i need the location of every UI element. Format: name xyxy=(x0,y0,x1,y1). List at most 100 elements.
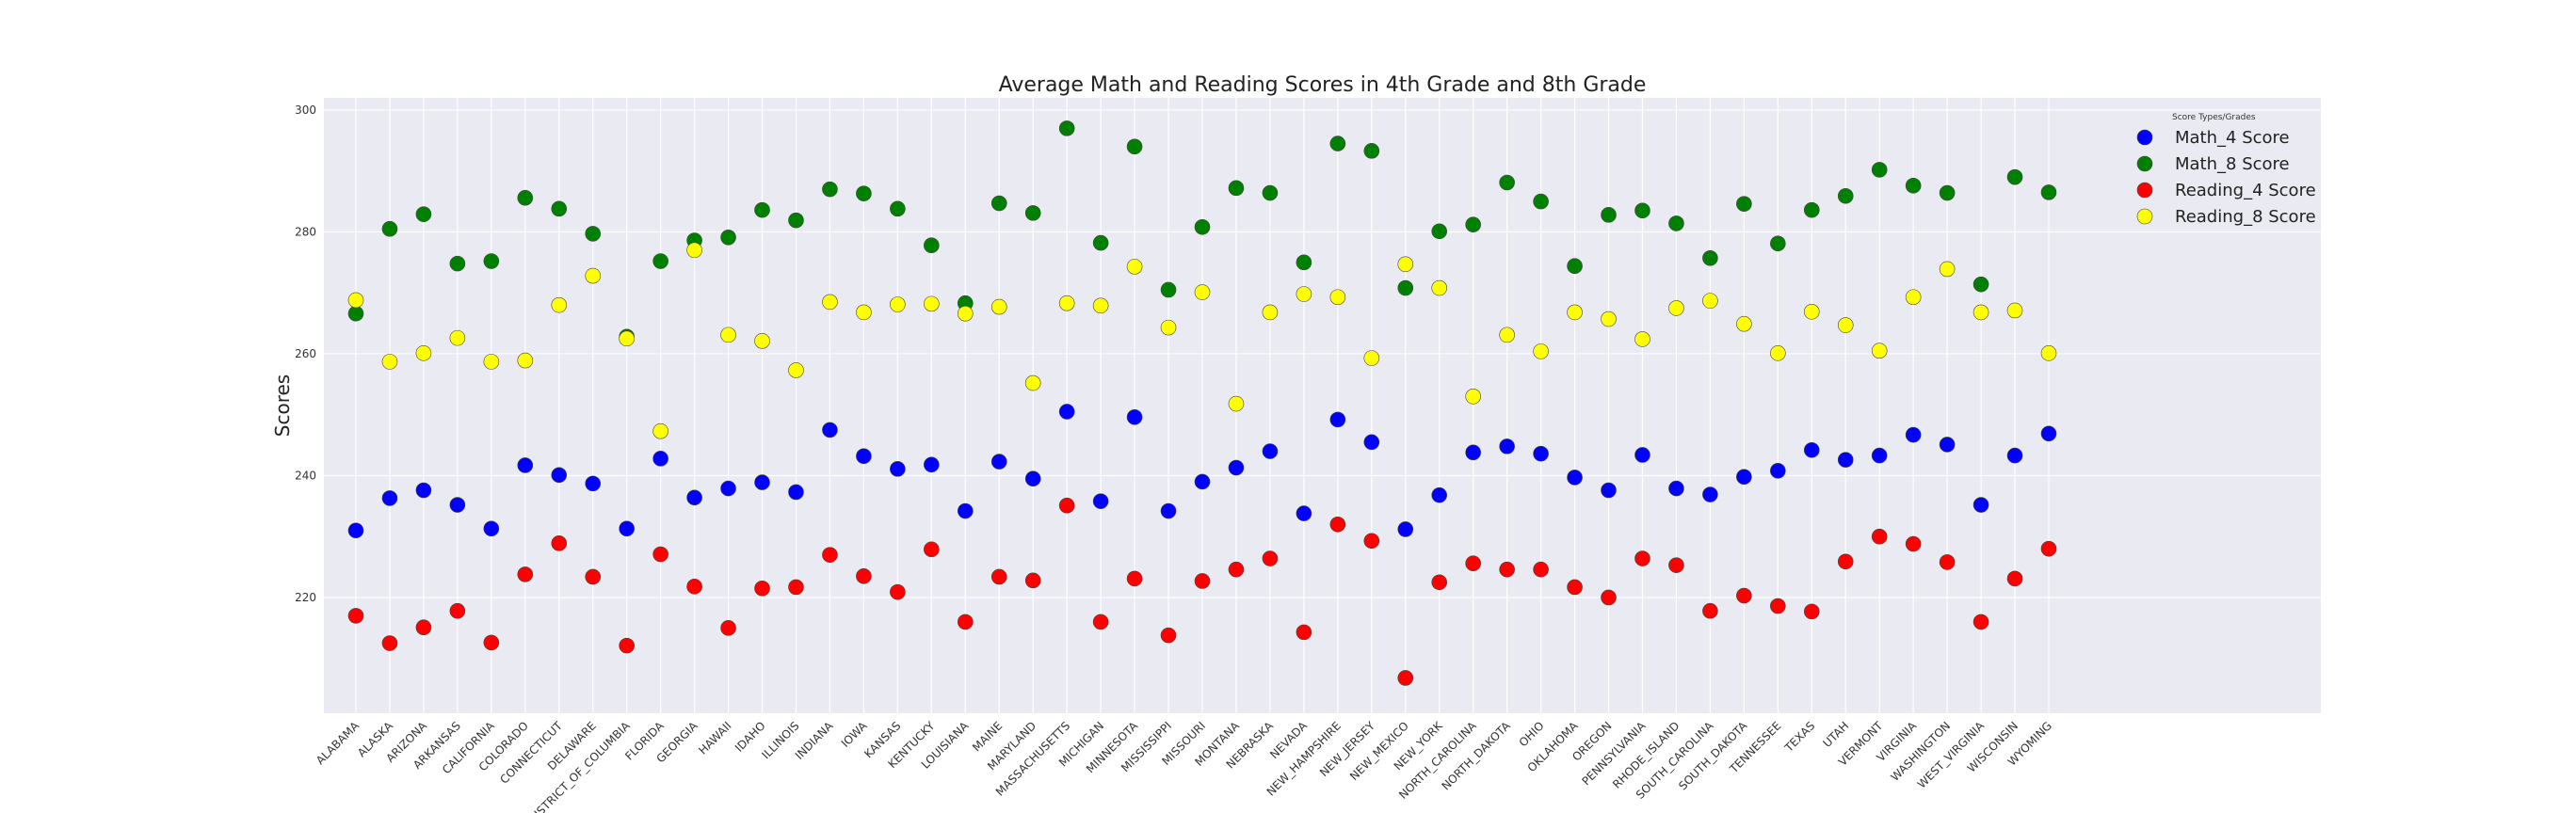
data-point xyxy=(1363,434,1380,451)
data-point xyxy=(1702,293,1718,309)
data-point xyxy=(2040,345,2057,361)
x-tick-label: INDIANA xyxy=(793,719,836,762)
data-point xyxy=(517,457,534,473)
data-point xyxy=(619,330,635,347)
data-point xyxy=(788,579,804,596)
data-point xyxy=(1601,311,1617,327)
series-1 xyxy=(347,404,2057,539)
data-point xyxy=(1431,279,1448,296)
y-tick-label: 220 xyxy=(295,591,316,604)
data-point xyxy=(1939,261,1956,278)
data-point xyxy=(1634,550,1650,566)
data-point xyxy=(1397,670,1414,686)
data-point xyxy=(720,327,736,343)
data-point xyxy=(1092,614,1109,630)
data-point xyxy=(754,474,770,490)
data-point xyxy=(1262,304,1279,321)
legend-marker xyxy=(2136,182,2153,199)
data-point xyxy=(1397,521,1414,537)
data-point xyxy=(1837,553,1854,570)
data-point xyxy=(1939,184,1956,201)
data-point xyxy=(652,253,668,269)
data-point xyxy=(1803,441,1820,458)
data-point xyxy=(1296,624,1312,641)
series-3 xyxy=(347,497,2057,686)
data-point xyxy=(1601,589,1617,606)
data-point xyxy=(2006,570,2023,587)
data-point xyxy=(1024,375,1041,391)
data-point xyxy=(1770,462,1786,479)
data-point xyxy=(1228,395,1245,412)
data-point xyxy=(1499,438,1515,454)
data-point xyxy=(822,547,838,563)
data-point xyxy=(1465,216,1481,232)
data-point xyxy=(1770,345,1786,361)
data-point xyxy=(788,362,804,378)
data-point xyxy=(1533,445,1549,462)
data-point xyxy=(1702,486,1718,502)
data-point xyxy=(1770,235,1786,252)
data-point xyxy=(1228,561,1245,578)
data-point xyxy=(652,451,668,467)
data-point xyxy=(1803,303,1820,320)
data-point xyxy=(1668,300,1684,316)
data-point xyxy=(1092,297,1109,314)
data-point xyxy=(1160,502,1177,519)
data-points xyxy=(347,120,2057,686)
data-point xyxy=(1567,470,1583,486)
data-point xyxy=(449,255,466,272)
data-point xyxy=(1262,550,1279,566)
data-point xyxy=(1702,602,1718,619)
data-point xyxy=(1634,447,1650,463)
data-point xyxy=(517,566,534,582)
data-point xyxy=(1736,587,1752,604)
legend-label: Reading_4 Score xyxy=(2175,181,2316,200)
data-point xyxy=(1668,480,1684,497)
data-point xyxy=(1837,317,1854,333)
series-4 xyxy=(347,242,2057,439)
data-point xyxy=(1567,304,1583,321)
data-point xyxy=(1736,315,1752,332)
data-point xyxy=(957,305,974,322)
data-point xyxy=(1702,249,1718,266)
data-point xyxy=(1262,443,1279,459)
data-point xyxy=(415,345,432,361)
y-tick-label: 300 xyxy=(295,104,316,117)
data-point xyxy=(957,502,974,519)
data-point xyxy=(1972,497,1989,513)
data-point xyxy=(1601,482,1617,499)
x-tick-label: NEW_MEXICO xyxy=(1347,719,1411,783)
data-point xyxy=(483,253,500,269)
data-point xyxy=(1194,284,1211,300)
data-point xyxy=(1634,202,1650,219)
data-point xyxy=(856,304,872,321)
data-point xyxy=(449,497,466,513)
data-point xyxy=(483,520,500,537)
data-point xyxy=(2006,302,2023,319)
data-point xyxy=(890,296,906,312)
legend-label: Math_4 Score xyxy=(2175,128,2290,148)
data-point xyxy=(1363,350,1380,366)
legend-label: Reading_8 Score xyxy=(2175,207,2316,227)
legend-marker xyxy=(2136,208,2153,225)
data-point xyxy=(990,298,1007,315)
data-point xyxy=(720,229,736,246)
legend-title: Score Types/Grades xyxy=(2172,113,2256,122)
data-point xyxy=(415,619,432,635)
data-point xyxy=(1397,279,1414,296)
data-point xyxy=(2006,447,2023,464)
data-point xyxy=(720,480,736,497)
data-point xyxy=(924,237,940,254)
data-point xyxy=(1601,207,1617,223)
data-point xyxy=(1465,555,1481,572)
data-point xyxy=(1465,388,1481,405)
data-point xyxy=(2006,168,2023,185)
data-point xyxy=(1939,437,1956,453)
data-point xyxy=(347,608,364,624)
data-point xyxy=(754,580,770,597)
data-point xyxy=(957,614,974,630)
data-point xyxy=(1871,162,1888,178)
data-point xyxy=(1024,572,1041,589)
data-point xyxy=(585,568,602,585)
data-point xyxy=(856,185,872,201)
